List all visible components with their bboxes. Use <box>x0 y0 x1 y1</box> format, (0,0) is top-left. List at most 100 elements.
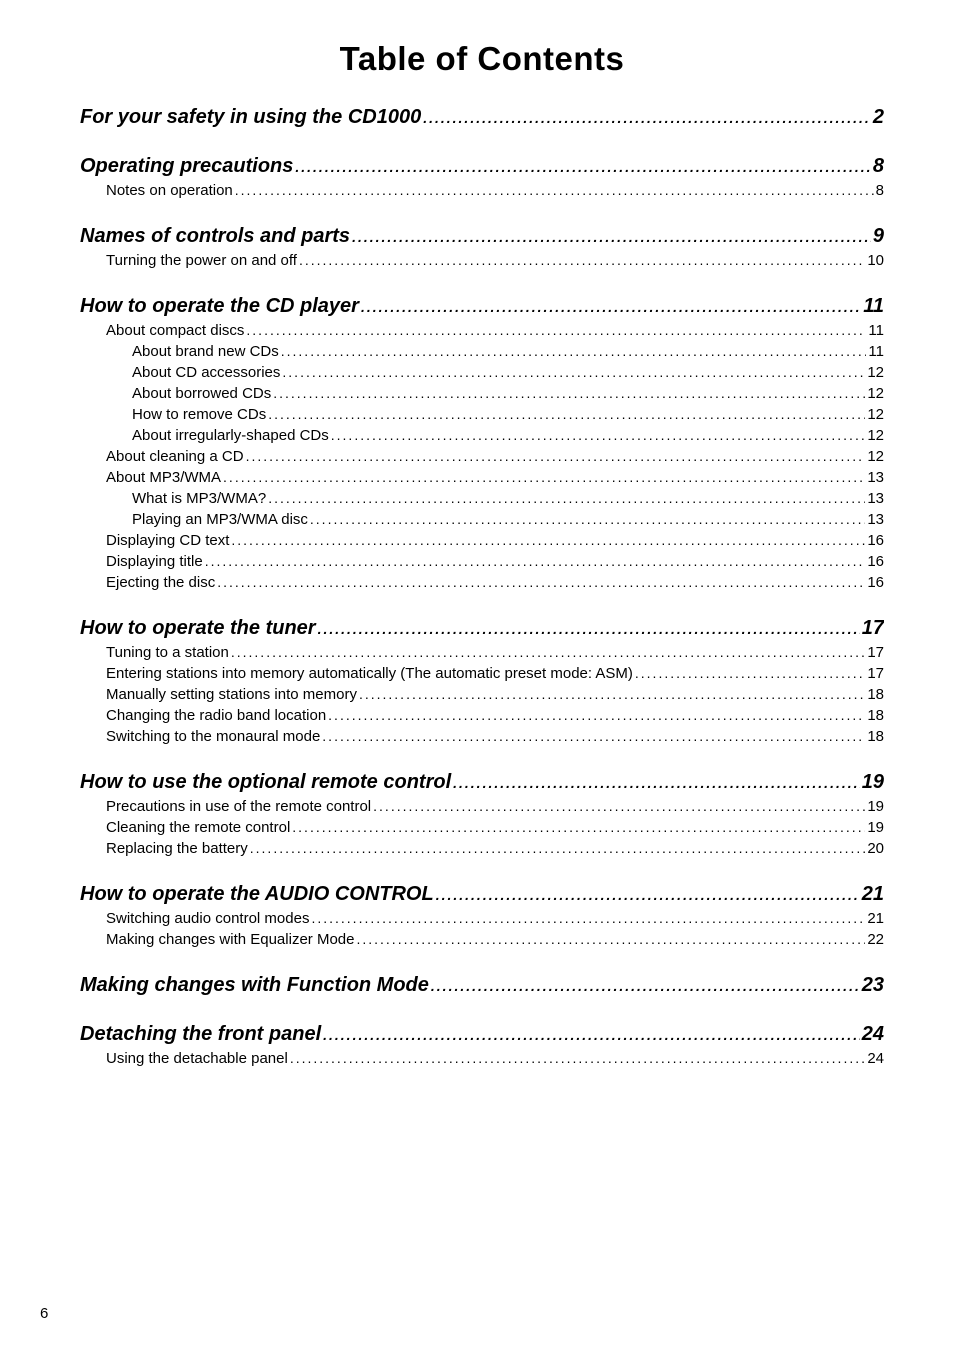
toc-leader-dots <box>331 427 866 443</box>
toc-entry-label: Precautions in use of the remote control <box>106 798 371 815</box>
toc-entry-page: 19 <box>867 798 884 815</box>
toc-entry-page: 11 <box>868 322 884 339</box>
toc-entry: Ejecting the disc 16 <box>106 574 884 591</box>
toc-entry-page: 18 <box>867 707 884 724</box>
toc-entry-label: Tuning to a station <box>106 644 229 661</box>
toc-leader-dots <box>217 574 865 590</box>
toc-entry-page: 21 <box>867 910 884 927</box>
toc-entry-label: Notes on operation <box>106 182 233 199</box>
toc-entry-label: Switching audio control modes <box>106 910 309 927</box>
toc-entry-page: 8 <box>873 155 884 178</box>
toc-leader-dots <box>436 887 860 903</box>
toc-entry: Names of controls and parts 9 <box>80 225 884 248</box>
toc-leader-dots <box>431 978 860 994</box>
toc-entry-label: About borrowed CDs <box>132 385 271 402</box>
toc-leader-dots <box>635 665 865 681</box>
toc-leader-dots <box>231 532 865 548</box>
toc-entry: Tuning to a station 17 <box>106 644 884 661</box>
toc-leader-dots <box>423 110 871 126</box>
toc-entry-page: 16 <box>867 574 884 591</box>
toc-entry-page: 11 <box>868 343 884 360</box>
toc-entry-label: Using the detachable panel <box>106 1050 288 1067</box>
toc-entry: Operating precautions 8 <box>80 155 884 178</box>
toc-entry: What is MP3/WMA? 13 <box>132 490 884 507</box>
toc-entry: How to remove CDs 12 <box>132 406 884 423</box>
toc-entry: Precautions in use of the remote control… <box>106 798 884 815</box>
toc-leader-dots <box>292 819 865 835</box>
toc-entry-label: Names of controls and parts <box>80 225 350 248</box>
toc-entry-page: 12 <box>867 406 884 423</box>
toc-entry: Detaching the front panel 24 <box>80 1023 884 1046</box>
toc-entry-page: 21 <box>862 883 884 906</box>
toc-entry-page: 22 <box>867 931 884 948</box>
page-container: Table of Contents For your safety in usi… <box>0 0 954 1352</box>
toc-entry-page: 11 <box>863 295 884 318</box>
toc-entry: Replacing the battery 20 <box>106 840 884 857</box>
toc-entry-label: Cleaning the remote control <box>106 819 290 836</box>
page-number: 6 <box>40 1305 48 1322</box>
toc-leader-dots <box>352 229 871 245</box>
toc-entry: About compact discs 11 <box>106 322 884 339</box>
toc-leader-dots <box>268 406 865 422</box>
toc-leader-dots <box>246 322 866 338</box>
toc-entry-label: Switching to the monaural mode <box>106 728 320 745</box>
toc-entry-label: Playing an MP3/WMA disc <box>132 511 308 528</box>
toc-leader-dots <box>235 182 874 198</box>
toc-leader-dots <box>290 1050 866 1066</box>
toc-entry: How to operate the tuner 17 <box>80 617 884 640</box>
toc-entry: How to operate the CD player 11 <box>80 295 884 318</box>
toc-entry-page: 16 <box>867 532 884 549</box>
toc-entry-label: About compact discs <box>106 322 244 339</box>
toc-entry: Making changes with Function Mode 23 <box>80 974 884 997</box>
toc-entry-label: Changing the radio band location <box>106 707 326 724</box>
toc-entry-label: Replacing the battery <box>106 840 248 857</box>
toc-entry-label: Making changes with Equalizer Mode <box>106 931 354 948</box>
toc-entry-page: 18 <box>867 728 884 745</box>
toc-entry: Notes on operation 8 <box>106 182 884 199</box>
toc-entry: Displaying CD text 16 <box>106 532 884 549</box>
toc-leader-dots <box>299 252 865 268</box>
toc-entry-page: 2 <box>873 106 884 129</box>
toc-entry-page: 12 <box>867 364 884 381</box>
toc-entry: About MP3/WMA 13 <box>106 469 884 486</box>
toc-leader-dots <box>361 299 861 315</box>
toc-leader-dots <box>246 448 866 464</box>
toc-entry-page: 16 <box>867 553 884 570</box>
toc-entry-label: How to use the optional remote control <box>80 771 451 794</box>
toc-entry-page: 20 <box>867 840 884 857</box>
toc-entry-label: How to operate the CD player <box>80 295 359 318</box>
toc-leader-dots <box>282 364 865 380</box>
toc-entry-page: 12 <box>867 385 884 402</box>
toc-entry-page: 17 <box>867 644 884 661</box>
toc-entry-page: 17 <box>867 665 884 682</box>
toc-entry-label: Making changes with Function Mode <box>80 974 429 997</box>
toc-entry-label: Turning the power on and off <box>106 252 297 269</box>
toc-entry-page: 23 <box>862 974 884 997</box>
toc-entry-label: About MP3/WMA <box>106 469 221 486</box>
page-title: Table of Contents <box>80 40 884 78</box>
toc-entry-label: Detaching the front panel <box>80 1023 321 1046</box>
toc-entry-label: About irregularly-shaped CDs <box>132 427 329 444</box>
toc-leader-dots <box>359 686 865 702</box>
toc-leader-dots <box>356 931 865 947</box>
toc-leader-dots <box>453 775 860 791</box>
toc-entry: Entering stations into memory automatica… <box>106 665 884 682</box>
toc-entry-label: About brand new CDs <box>132 343 279 360</box>
toc-entry-label: Entering stations into memory automatica… <box>106 665 633 682</box>
toc-leader-dots <box>223 469 865 485</box>
toc-entry-label: Displaying CD text <box>106 532 229 549</box>
toc-leader-dots <box>373 798 865 814</box>
toc-entry-page: 19 <box>862 771 884 794</box>
toc-leader-dots <box>273 385 865 401</box>
toc-entry: Using the detachable panel 24 <box>106 1050 884 1067</box>
toc-entry-page: 13 <box>867 490 884 507</box>
toc-entry: How to use the optional remote control 1… <box>80 771 884 794</box>
toc-leader-dots <box>311 910 865 926</box>
toc-entry: Displaying title 16 <box>106 553 884 570</box>
toc-entry: Switching audio control modes 21 <box>106 910 884 927</box>
toc-entry: About cleaning a CD 12 <box>106 448 884 465</box>
toc-entry: How to operate the AUDIO CONTROL 21 <box>80 883 884 906</box>
toc-entry: About CD accessories 12 <box>132 364 884 381</box>
toc-entry-label: For your safety in using the CD1000 <box>80 106 421 129</box>
toc-entry-label: Ejecting the disc <box>106 574 215 591</box>
